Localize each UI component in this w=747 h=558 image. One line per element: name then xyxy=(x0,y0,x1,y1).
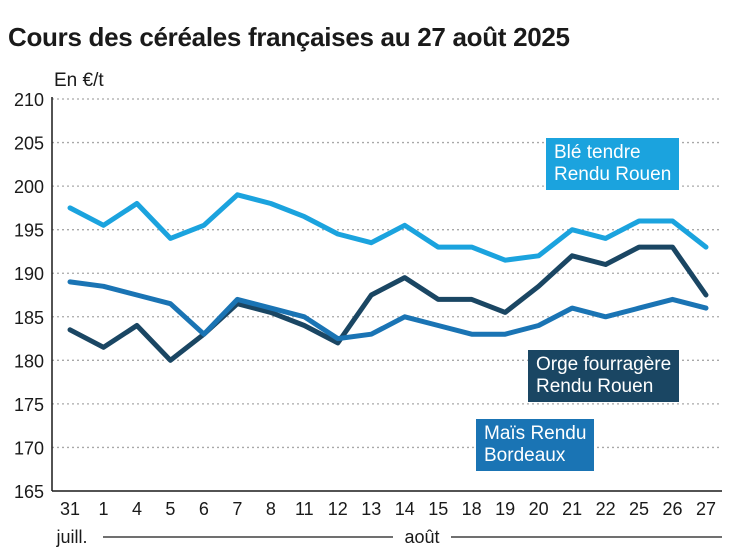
x-tick-label: 1 xyxy=(98,499,108,519)
x-tick-label: 12 xyxy=(328,499,348,519)
x-tick-label: 15 xyxy=(428,499,448,519)
legend-label-ble-tendre: Blé tendre Rendu Rouen xyxy=(546,138,680,190)
legend-label-line-1: Blé tendre xyxy=(554,142,641,163)
legend-label-line-2: Bordeaux xyxy=(484,445,566,466)
legend-label-line-1: Orge fourragère xyxy=(536,354,672,375)
y-tick-label: 210 xyxy=(14,90,44,110)
x-tick-label: 8 xyxy=(266,499,276,519)
y-tick-label: 175 xyxy=(14,395,44,415)
legend-label-orge-fourragere: Orge fourragère Rendu Rouen xyxy=(528,350,680,402)
legend-label-line-2: Rendu Rouen xyxy=(554,164,672,185)
y-tick-label: 170 xyxy=(14,438,44,458)
y-tick-label: 165 xyxy=(14,482,44,502)
x-tick-label: 6 xyxy=(199,499,209,519)
x-tick-label: 27 xyxy=(696,499,716,519)
x-tick-label: 22 xyxy=(596,499,616,519)
legend-label-mais: Maïs Rendu Bordeaux xyxy=(476,419,595,471)
x-tick-label: 18 xyxy=(462,499,482,519)
y-tick-label: 205 xyxy=(14,134,44,154)
y-tick-label: 185 xyxy=(14,308,44,328)
x-tick-label: 20 xyxy=(529,499,549,519)
chart-title: Cours des céréales françaises au 27 août… xyxy=(8,22,570,52)
legend-label-line-1: Maïs Rendu xyxy=(484,423,587,444)
x-tick-label: 26 xyxy=(663,499,683,519)
x-tick-label: 13 xyxy=(361,499,381,519)
series-line-ble-tendre xyxy=(67,192,709,263)
y-axis-unit-label: En €/t xyxy=(54,70,104,91)
legend-label-line-2: Rendu Rouen xyxy=(536,376,654,397)
x-tick-label: 19 xyxy=(495,499,515,519)
x-tick-label: 21 xyxy=(562,499,582,519)
x-tick-label: 31 xyxy=(60,499,80,519)
x-tick-label: 11 xyxy=(295,499,314,519)
x-tick-label: 25 xyxy=(629,499,649,519)
x-tick-label: 14 xyxy=(395,499,415,519)
y-tick-label: 200 xyxy=(14,177,44,197)
month-label-august: août xyxy=(404,527,439,547)
y-tick-label: 180 xyxy=(14,351,44,371)
x-tick-label: 4 xyxy=(132,499,142,519)
x-tick-label: 5 xyxy=(165,499,175,519)
y-tick-label: 190 xyxy=(14,264,44,284)
series-line-orge-fourragere xyxy=(67,244,709,363)
y-tick-label: 195 xyxy=(14,221,44,241)
series-line-mais xyxy=(67,279,709,342)
month-label-july: juill. xyxy=(55,527,87,547)
x-tick-label: 7 xyxy=(232,499,242,519)
